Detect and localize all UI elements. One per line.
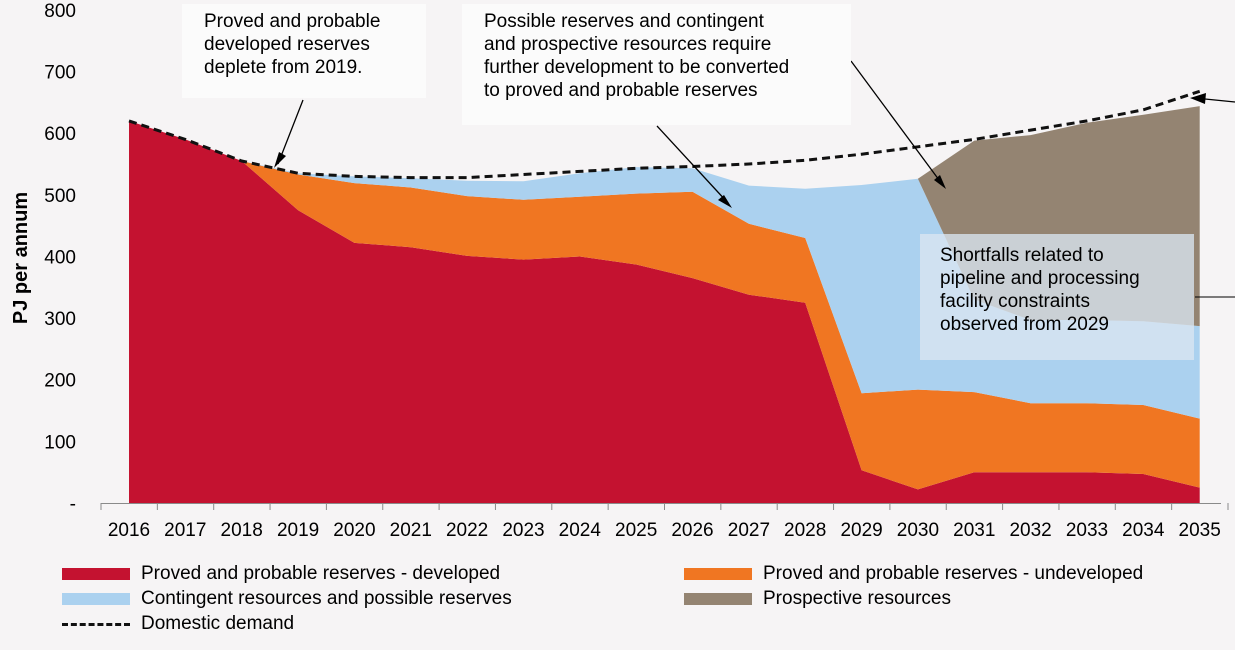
legend-swatch-developed <box>62 568 130 580</box>
x-tick-label: 2032 <box>1009 520 1051 541</box>
x-tick-label: 2026 <box>671 520 713 541</box>
legend-label: Prospective resources <box>763 588 951 609</box>
x-tick-label: 2021 <box>390 520 432 541</box>
y-tick-label: 500 <box>44 186 76 207</box>
x-tick-label: 2019 <box>277 520 319 541</box>
arrowhead-demand <box>1190 93 1206 104</box>
x-tick-label: 2020 <box>333 520 375 541</box>
x-tick-label: 2027 <box>728 520 770 541</box>
legend-item-demand: Domestic demand <box>62 612 294 636</box>
demand-line-group <box>128 89 1201 180</box>
y-tick-label: - <box>70 494 76 515</box>
x-tick-label: 2022 <box>446 520 488 541</box>
annotation-line: Possible reserves and contingent <box>484 11 764 32</box>
x-tick-label: 2033 <box>1066 520 1108 541</box>
y-tick-label: 600 <box>44 124 76 145</box>
annotation-line: pipeline and processing <box>940 268 1140 289</box>
annotation-line: and prospective resources require <box>484 34 772 55</box>
legend-swatch-prospective <box>684 593 752 605</box>
arrow-demand <box>1204 98 1235 103</box>
x-tick-label: 2030 <box>897 520 939 541</box>
x-tick-label: 2016 <box>108 520 150 541</box>
y-tick-label: 800 <box>44 1 76 22</box>
annotation-possible-reserves: Possible reserves and contingent and pro… <box>462 4 851 125</box>
annotation-line: deplete from 2019. <box>204 57 363 78</box>
area-series-1 <box>129 120 1200 490</box>
y-tick-label: 400 <box>44 248 76 269</box>
legend-label: Proved and probable reserves - undevelop… <box>763 563 1144 584</box>
x-tick-label: 2028 <box>784 520 826 541</box>
arrowhead-prospective <box>934 175 946 189</box>
arrowhead-developed <box>274 152 286 168</box>
annotation-developed-reserves: Proved and probable developed reserves d… <box>182 4 426 98</box>
legend-label: Proved and probable reserves - developed <box>141 563 501 584</box>
legend-swatch-undeveloped <box>684 568 752 580</box>
x-tick-label: 2018 <box>221 520 263 541</box>
x-tick-label: 2034 <box>1122 520 1165 541</box>
annotation-line: to proved and probable reserves <box>484 80 758 101</box>
arrowhead-contingent <box>718 195 732 208</box>
axes: 2016 2017 2018 2019 2020 2021 2022 2023 2024 2025… <box>10 1 1229 541</box>
annotation-arrows <box>274 60 1235 298</box>
y-tick-label: 300 <box>44 309 76 330</box>
legend-item-contingent: Contingent resources and possible reserv… <box>62 587 512 611</box>
legend-item-developed: Proved and probable reserves - developed <box>62 562 500 586</box>
annotation-line: Proved and probable <box>204 11 381 32</box>
arrow-contingent <box>656 125 729 204</box>
x-tick-label: 2031 <box>953 520 995 541</box>
y-tick-label: 200 <box>44 371 76 392</box>
x-tick-label: 2029 <box>840 520 882 541</box>
annotation-line: further development to be converted <box>484 57 790 78</box>
legend-label: Contingent resources and possible reserv… <box>141 588 512 609</box>
annotation-shortfalls: Shortfalls related to pipeline and proce… <box>920 234 1194 360</box>
annotation-line: facility constraints <box>940 291 1090 312</box>
x-tick-label: 2017 <box>164 520 206 541</box>
demand-line <box>128 89 1201 180</box>
legend: Proved and probable reserves - developed… <box>62 562 1232 642</box>
arrow-prospective <box>850 60 943 185</box>
y-tick-label: 100 <box>44 432 76 453</box>
y-axis-label: PJ per annum <box>10 192 32 324</box>
annotation-line: developed reserves <box>204 34 370 55</box>
annotation-line: Shortfalls related to <box>940 245 1104 266</box>
legend-swatch-contingent <box>62 593 130 605</box>
legend-label: Domestic demand <box>141 613 295 634</box>
area-series-0 <box>129 120 1200 504</box>
legend-item-prospective: Prospective resources <box>684 587 951 611</box>
x-tick-label: 2035 <box>1179 520 1221 541</box>
legend-swatch-demand <box>62 622 130 626</box>
legend-item-undeveloped: Proved and probable reserves - undevelop… <box>684 562 1143 586</box>
x-tick-label: 2024 <box>559 520 602 541</box>
x-tick-label: 2023 <box>502 520 544 541</box>
annotation-line: observed from 2029 <box>940 314 1109 335</box>
x-tick-label: 2025 <box>615 520 657 541</box>
y-tick-label: 700 <box>44 63 76 84</box>
arrow-developed <box>277 99 304 165</box>
